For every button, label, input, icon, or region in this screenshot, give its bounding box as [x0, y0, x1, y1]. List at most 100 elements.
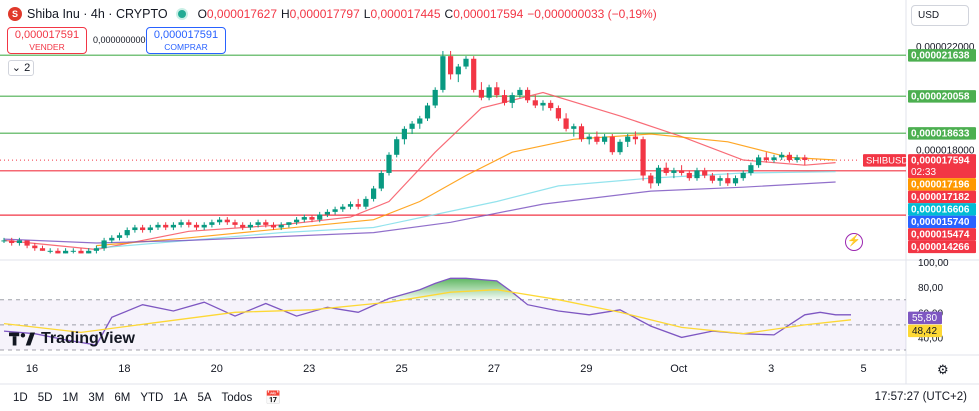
price-level-badge [908, 49, 976, 62]
candle-body [725, 178, 731, 184]
shiba-logo-icon: S [8, 7, 22, 21]
candle-body [525, 89, 531, 101]
candle-body [363, 198, 369, 207]
gear-icon[interactable]: ⚙ [937, 362, 949, 377]
candle-body [732, 178, 739, 184]
rsi-line [3, 289, 852, 335]
candle-body [78, 250, 84, 254]
candle-body [655, 167, 662, 184]
candle-body [340, 206, 346, 210]
candle-body [740, 172, 746, 179]
symbol-title[interactable]: Shiba Inu · 4h · CRYPTO [27, 7, 168, 21]
candle-body [232, 222, 238, 225]
price-level-badge [908, 127, 976, 140]
moving-average-line [96, 171, 836, 249]
indicators-toggle-button[interactable]: ⌄ 2 [8, 60, 34, 76]
rsi-value: 55,80 [912, 313, 937, 324]
candle-body [632, 136, 638, 140]
candle-body [255, 222, 261, 225]
tradingview-mark-icon [9, 332, 35, 346]
moving-average-line [3, 91, 836, 251]
candle-body [101, 240, 107, 249]
time-tick-label: Oct [670, 363, 687, 375]
price-level-value: 0,000021638 [911, 51, 970, 62]
candle-body [409, 123, 415, 129]
price-level-value: 0,000015740 [911, 217, 970, 228]
candle-body [332, 209, 338, 212]
candle-body [163, 224, 169, 228]
bottom-toolbar: 1D 5D 1M 3M 6M YTD 1A 5A Todos 📅 17:57:27 (UTC+2… [0, 384, 979, 411]
price-level-value: 0,000017182 [911, 192, 970, 203]
moving-average-line [96, 133, 836, 247]
high-value: 0,000017797 [289, 7, 360, 21]
clock-readout[interactable]: 17:57:27 (UTC+2) [874, 391, 967, 403]
candle-body [47, 250, 53, 252]
buy-button[interactable]: 0,000017591 COMPRAR [146, 27, 226, 54]
range-button-todos[interactable]: Todos [221, 391, 253, 404]
rsi-tick-label: 40,00 [918, 333, 943, 344]
candle-body [763, 157, 769, 160]
candle-body [578, 126, 585, 140]
range-button-6m[interactable]: 6M [114, 391, 131, 404]
candle-body [193, 224, 200, 228]
candle-body [124, 230, 130, 236]
candle-body [39, 248, 46, 251]
range-button-ytd[interactable]: YTD [140, 391, 164, 404]
candle-body [571, 126, 577, 129]
sell-button[interactable]: 0,000017591 VENDER [7, 27, 87, 54]
candle-body [317, 214, 323, 220]
range-button-1m[interactable]: 1M [62, 391, 79, 404]
candle-body [324, 211, 330, 215]
bar-countdown: 02:33 [911, 167, 936, 178]
close-value: 0,000017594 [453, 7, 524, 21]
candle-body [663, 167, 669, 173]
price-level-value: 0,000016606 [911, 205, 970, 216]
candle-body [555, 108, 561, 119]
time-tick-label: 3 [768, 363, 774, 375]
candle-body [440, 56, 446, 90]
candle-body [625, 136, 631, 142]
candle-body [463, 58, 469, 67]
candle-body [532, 100, 538, 106]
range-button-5d[interactable]: 5D [37, 391, 53, 404]
currency-button[interactable]: USD [911, 5, 969, 26]
range-button-1a[interactable]: 1A [173, 391, 188, 404]
candle-body [455, 66, 461, 75]
candle-body [756, 157, 762, 166]
candle-body [270, 224, 277, 228]
candle-body [694, 170, 700, 179]
candle-body [540, 102, 546, 106]
candle-body [355, 204, 361, 207]
candle-body [671, 170, 677, 173]
rsi-tick-label: 80,00 [918, 283, 943, 294]
candle-body [224, 219, 230, 223]
candle-body [263, 222, 269, 225]
price-level-badge [908, 240, 976, 254]
indicators-count: 2 [24, 62, 31, 74]
range-button-3m[interactable]: 3M [88, 391, 105, 404]
candle-body [32, 245, 38, 249]
candle-body [509, 95, 515, 103]
candle-body [471, 58, 477, 90]
candle-body [478, 89, 484, 98]
chevron-down-icon: ⌄ [11, 62, 22, 74]
candle-body [294, 219, 300, 223]
calendar-range-icon[interactable]: 📅 [265, 389, 282, 405]
candle-body [70, 250, 76, 252]
price-level-value: 0,000020058 [911, 92, 970, 103]
buy-price: 0,000017591 [153, 29, 219, 41]
candle-body [1, 240, 7, 242]
price-level-value: 0,000017594 [911, 156, 970, 167]
candle-body [170, 224, 176, 228]
candle-body [517, 89, 523, 96]
candle-body [786, 154, 792, 160]
lightning-alert-icon[interactable]: ⚡ [845, 233, 863, 251]
candle-body [771, 157, 777, 160]
candle-body [702, 170, 708, 176]
range-button-1d[interactable]: 1D [13, 391, 28, 404]
time-tick-label: 16 [26, 363, 38, 375]
range-button-5a[interactable]: 5A [197, 391, 212, 404]
symbol-legend: S Shiba Inu · 4h · CRYPTO O 0,000017627 … [8, 6, 661, 22]
candle-body [93, 248, 99, 251]
